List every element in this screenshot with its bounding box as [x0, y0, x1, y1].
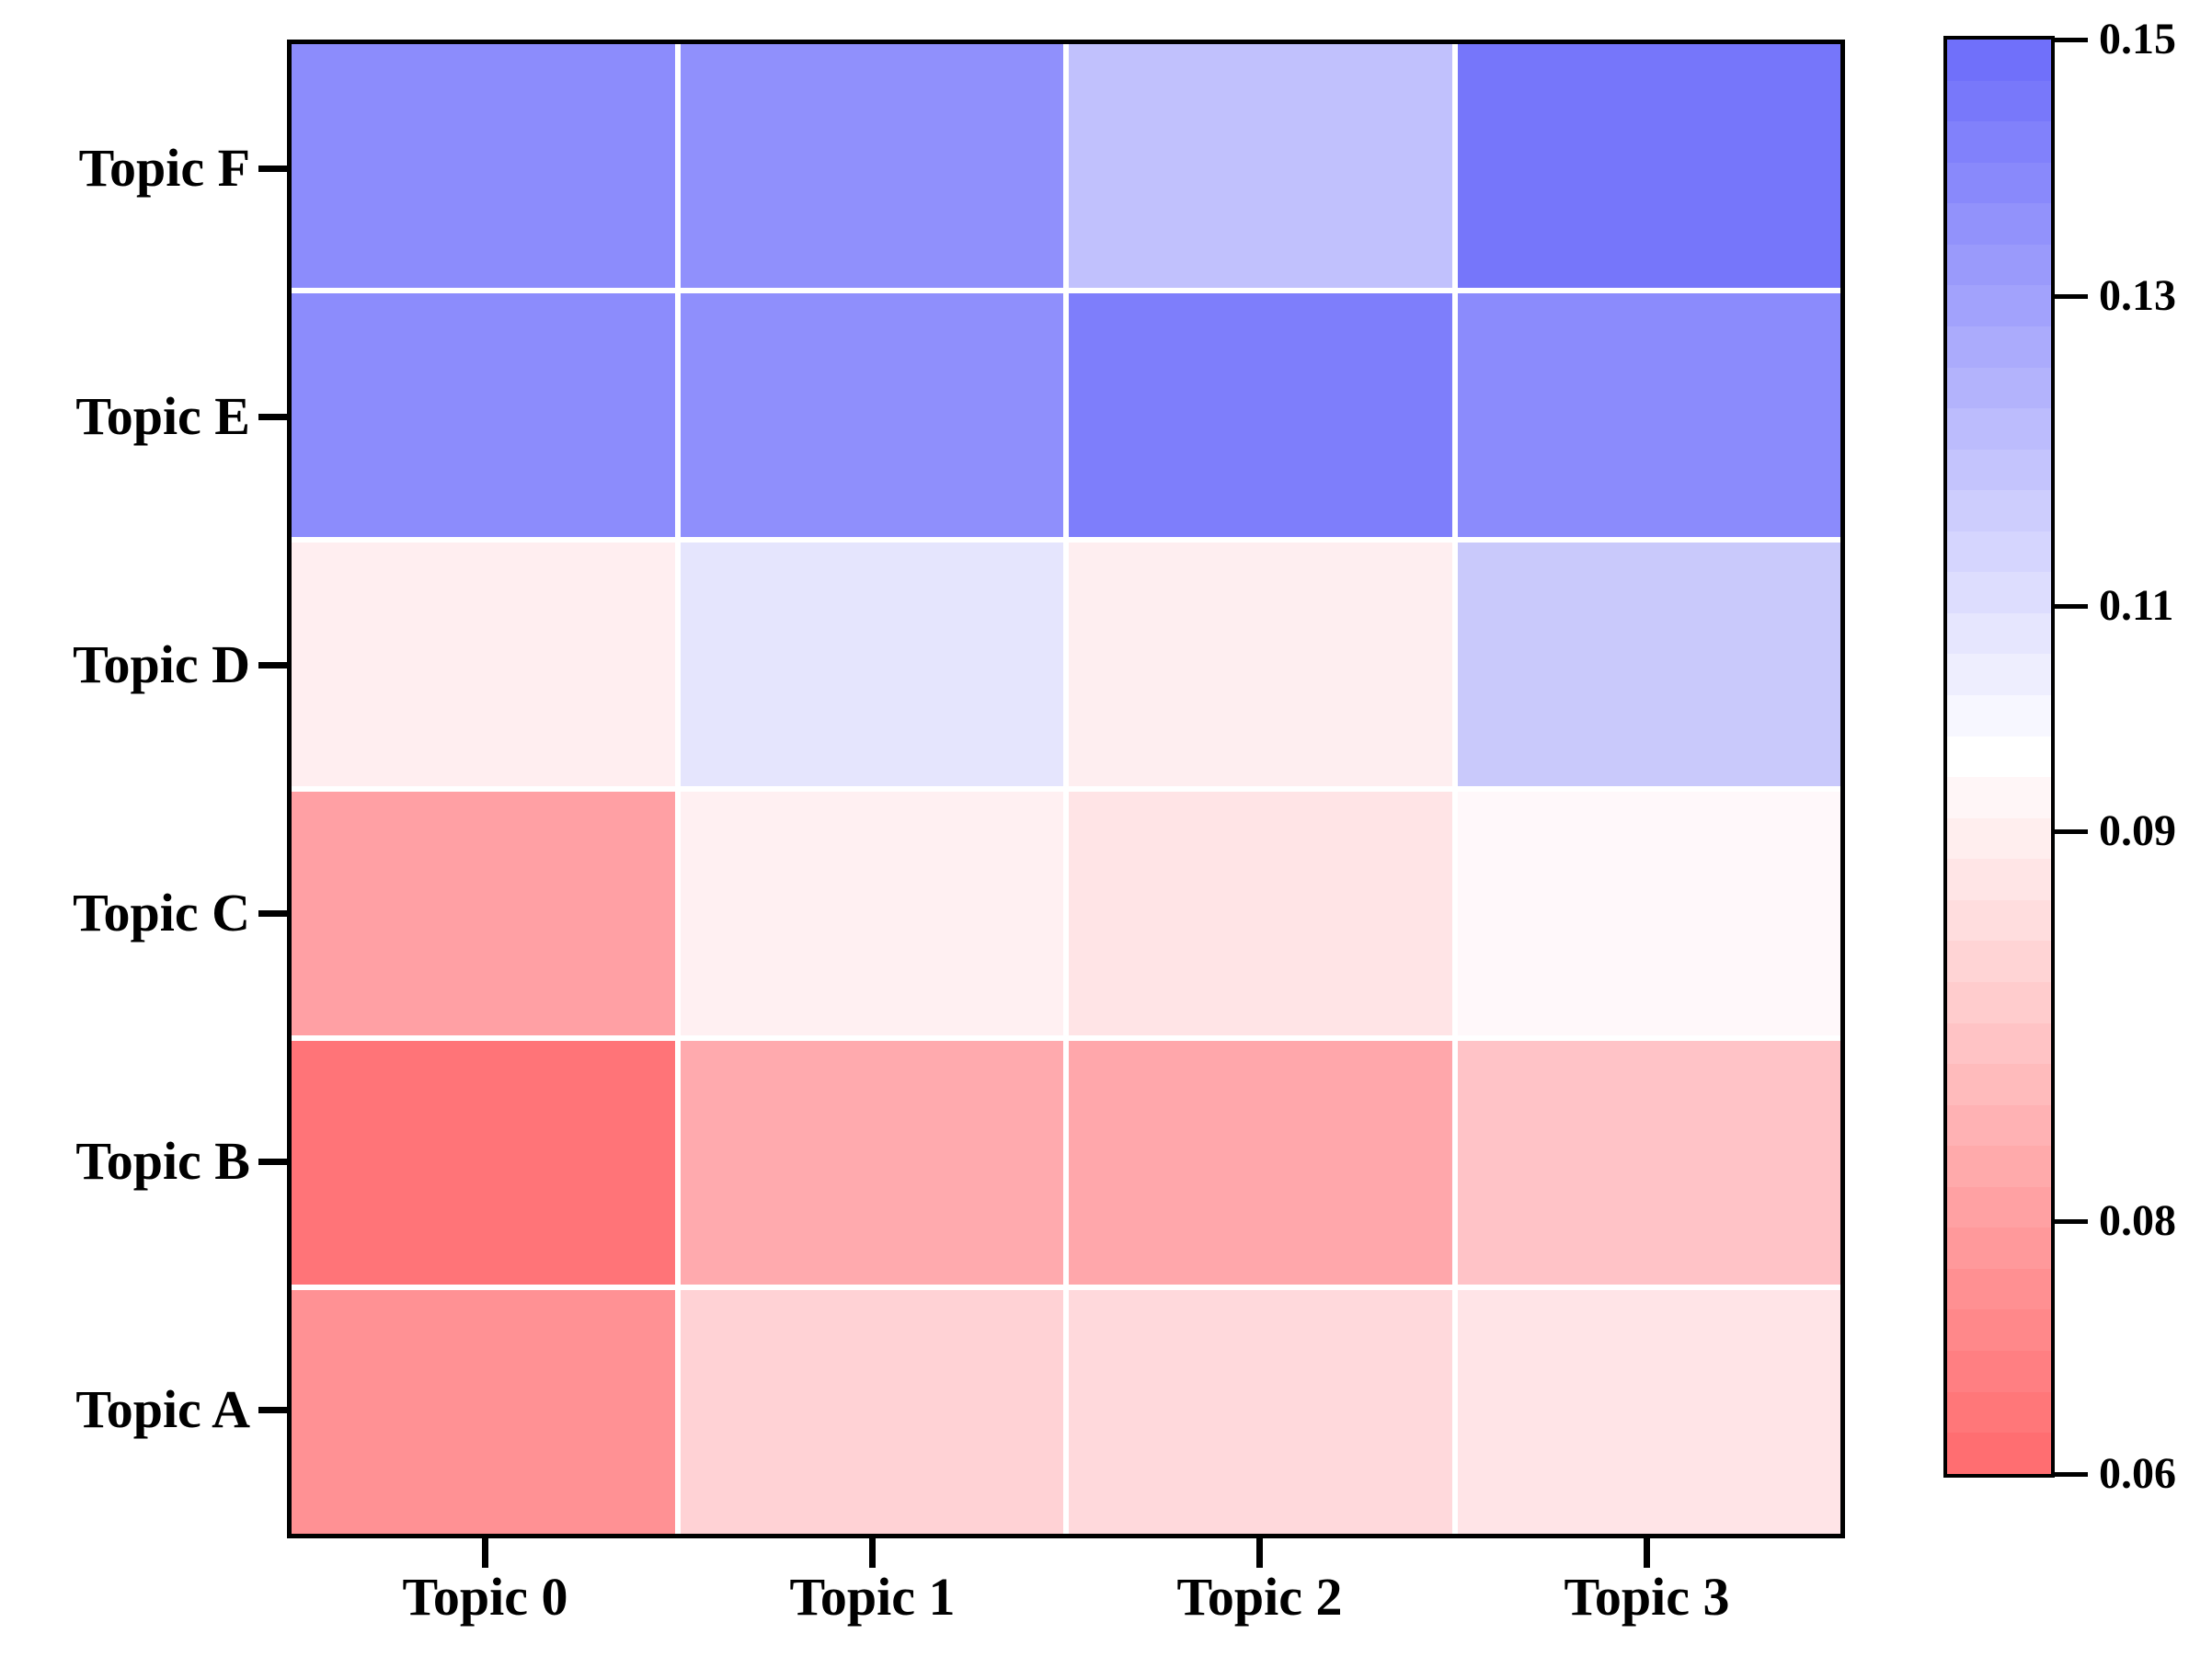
- colorbar-band: [1947, 736, 2051, 778]
- colorbar-tick: [2055, 1218, 2088, 1224]
- heatmap-cell-A-0: [292, 1290, 675, 1534]
- y-tick-label: Topic D: [73, 634, 250, 694]
- heatmap-cell-F-0: [292, 44, 675, 288]
- colorbar-tick-label: 0.15: [2099, 15, 2176, 63]
- colorbar-band: [1947, 941, 2051, 982]
- heatmap-grid: [292, 44, 1840, 1534]
- colorbar-band: [1947, 612, 2051, 655]
- heatmap-cell-D-1: [680, 543, 1063, 786]
- colorbar-tick-label: 0.06: [2099, 1449, 2176, 1498]
- colorbar-band: [1947, 121, 2051, 163]
- colorbar-tick: [2055, 293, 2088, 299]
- colorbar-band: [1947, 1064, 2051, 1105]
- colorbar-tick: [2055, 37, 2088, 42]
- heatmap-cell-E-0: [292, 293, 675, 537]
- heatmap-cell-D-2: [1069, 543, 1452, 786]
- colorbar-band: [1947, 817, 2051, 860]
- colorbar-band: [1947, 1351, 2051, 1392]
- colorbar-band: [1947, 899, 2051, 942]
- colorbar-band: [1947, 80, 2051, 122]
- colorbar-tick-label: 0.11: [2099, 581, 2174, 631]
- x-axis-tick: [1256, 1538, 1263, 1568]
- colorbar-tick: [2055, 828, 2088, 834]
- y-axis-tick: [258, 1158, 290, 1165]
- heatmap-plot-area: [287, 40, 1845, 1538]
- heatmap-cell-E-3: [1457, 293, 1840, 537]
- colorbar-band: [1947, 572, 2051, 613]
- colorbar-band: [1947, 981, 2051, 1023]
- colorbar: [1943, 36, 2055, 1478]
- y-axis-tick: [258, 661, 290, 668]
- y-tick-label: Topic B: [75, 1131, 250, 1191]
- colorbar-band: [1947, 531, 2051, 573]
- colorbar-tick-label: 0.08: [2099, 1196, 2176, 1246]
- colorbar-band: [1947, 1023, 2051, 1065]
- y-tick-label: Topic C: [73, 883, 250, 943]
- colorbar-band: [1947, 244, 2051, 286]
- colorbar-tick: [2055, 1471, 2088, 1477]
- colorbar-band: [1947, 1391, 2051, 1434]
- heatmap-cell-F-2: [1069, 44, 1452, 288]
- colorbar-band: [1947, 1268, 2051, 1310]
- colorbar-band: [1947, 408, 2051, 450]
- x-tick-label: Topic 3: [1564, 1567, 1730, 1627]
- y-axis-tick: [258, 413, 290, 420]
- colorbar-tick-label: 0.13: [2099, 271, 2176, 321]
- colorbar-band: [1947, 203, 2051, 245]
- heatmap-cell-D-3: [1457, 543, 1840, 786]
- heatmap-cell-C-2: [1069, 792, 1452, 1035]
- colorbar-band: [1947, 40, 2051, 81]
- colorbar-tick-label: 0.09: [2099, 806, 2176, 856]
- heatmap-cell-E-2: [1069, 293, 1452, 537]
- heatmap-cell-C-1: [680, 792, 1063, 1035]
- heatmap-cell-B-3: [1457, 1041, 1840, 1285]
- colorbar-band: [1947, 326, 2051, 368]
- colorbar-band: [1947, 449, 2051, 491]
- heatmap-cell-C-3: [1457, 792, 1840, 1035]
- colorbar-tick: [2055, 603, 2088, 609]
- x-axis-tick: [869, 1538, 876, 1568]
- x-axis-tick: [1644, 1538, 1650, 1568]
- x-tick-label: Topic 1: [789, 1567, 956, 1627]
- y-axis-tick: [258, 909, 290, 917]
- y-axis-tick: [258, 1406, 290, 1413]
- x-axis-tick: [482, 1538, 488, 1568]
- heatmap-cell-F-1: [680, 44, 1063, 288]
- heatmap-cell-A-2: [1069, 1290, 1452, 1534]
- heatmap-cell-F-3: [1457, 44, 1840, 288]
- colorbar-band: [1947, 1104, 2051, 1147]
- heatmap-cell-A-1: [680, 1290, 1063, 1534]
- heatmap-cell-B-1: [680, 1041, 1063, 1285]
- y-tick-label: Topic A: [75, 1379, 250, 1439]
- x-tick-label: Topic 2: [1176, 1567, 1343, 1627]
- heatmap-cell-D-0: [292, 543, 675, 786]
- colorbar-band: [1947, 490, 2051, 531]
- colorbar-band: [1947, 1309, 2051, 1351]
- y-tick-label: Topic E: [75, 386, 250, 446]
- y-axis-tick: [258, 165, 290, 172]
- heatmap-cell-C-0: [292, 792, 675, 1035]
- colorbar-band: [1947, 859, 2051, 900]
- colorbar-band: [1947, 1228, 2051, 1269]
- colorbar-band: [1947, 1186, 2051, 1228]
- heatmap-cell-B-0: [292, 1041, 675, 1285]
- colorbar-band: [1947, 777, 2051, 818]
- colorbar-band: [1947, 367, 2051, 409]
- colorbar-band: [1947, 285, 2051, 326]
- heatmap-cell-E-1: [680, 293, 1063, 537]
- heatmap-cell-A-3: [1457, 1290, 1840, 1534]
- colorbar-band: [1947, 1146, 2051, 1187]
- y-tick-label: Topic F: [78, 138, 250, 198]
- colorbar-band: [1947, 695, 2051, 737]
- heatmap-cell-B-2: [1069, 1041, 1452, 1285]
- colorbar-band: [1947, 162, 2051, 204]
- colorbar-band: [1947, 1433, 2051, 1474]
- colorbar-band: [1947, 654, 2051, 695]
- x-tick-label: Topic 0: [402, 1567, 568, 1627]
